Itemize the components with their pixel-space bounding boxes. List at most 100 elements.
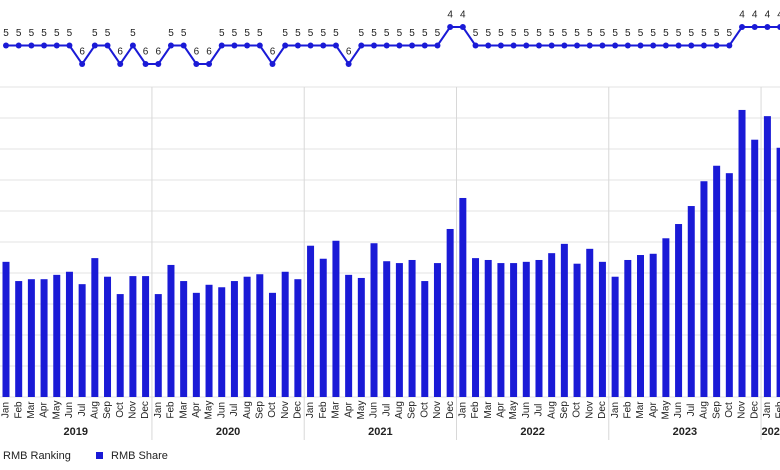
data-label: 6 [270, 47, 276, 58]
bar [2, 261, 10, 397]
x-tick-label: May [51, 401, 62, 420]
x-tick-label: Dec [140, 401, 151, 419]
bar [205, 284, 213, 397]
data-label: 5 [308, 28, 314, 39]
data-label: 5 [638, 28, 644, 39]
x-tick-label: Feb [470, 401, 481, 419]
ranking-dot [726, 42, 733, 49]
bar [751, 139, 759, 397]
x-tick-label: Apr [496, 402, 507, 418]
x-tick-label: Feb [166, 401, 177, 419]
data-label: 5 [181, 28, 187, 39]
ranking-dot [764, 24, 771, 30]
data-label: 4 [752, 10, 758, 21]
data-label: 5 [435, 28, 441, 39]
x-tick-label: May [661, 401, 672, 420]
data-label: 5 [282, 28, 288, 39]
bar [15, 281, 23, 397]
bar [256, 274, 264, 397]
x-tick-label: Sep [254, 401, 265, 419]
x-tick-label: Apr [648, 402, 659, 418]
bar [53, 274, 61, 397]
ranking-dot [739, 24, 746, 30]
x-tick-label: Apr [191, 402, 202, 418]
x-tick-label: Jan [305, 402, 316, 418]
data-label: 5 [574, 28, 580, 39]
bar [484, 259, 492, 397]
data-label: 5 [714, 28, 720, 39]
bar [281, 271, 289, 397]
ranking-dot [675, 42, 682, 49]
bar [738, 109, 746, 397]
x-tick-label: Mar [483, 401, 494, 419]
data-label: 5 [663, 28, 669, 39]
ranking-dot [612, 42, 619, 49]
x-tick-label: May [356, 401, 367, 420]
x-tick-label: Aug [89, 401, 100, 419]
ranking-dot [129, 42, 136, 49]
data-label: 5 [676, 28, 682, 39]
ranking-dot [396, 42, 403, 49]
bar [230, 281, 238, 397]
data-label: 5 [16, 28, 22, 39]
x-tick-label: Apr [39, 402, 50, 418]
bar [268, 292, 276, 397]
x-tick-label: Jan [610, 402, 621, 418]
ranking-dot [523, 42, 530, 49]
ranking-dot [155, 61, 162, 67]
data-label: 5 [320, 28, 326, 39]
data-label: 6 [346, 47, 352, 58]
x-tick-label: Feb [622, 401, 633, 419]
data-label: 5 [384, 28, 390, 39]
ranking-dot [206, 61, 213, 67]
ranking-dot [294, 42, 301, 49]
ranking-dot [332, 42, 339, 49]
data-label: 5 [244, 28, 250, 39]
data-label: 6 [206, 47, 212, 58]
ranking-dot [244, 42, 251, 49]
data-label: 4 [765, 10, 771, 21]
bar [459, 197, 467, 397]
data-label: 4 [460, 10, 466, 21]
data-label: 6 [117, 47, 123, 58]
ranking-dot [180, 42, 187, 49]
ranking-dot [231, 42, 238, 49]
x-tick-label: Aug [546, 401, 557, 419]
ranking-dot [28, 42, 35, 49]
ranking-dot [459, 24, 466, 30]
bar [725, 173, 733, 397]
x-tick-label: Nov [432, 401, 443, 419]
bar [497, 263, 505, 397]
bar [116, 294, 124, 397]
data-label: 5 [3, 28, 9, 39]
bar [687, 206, 695, 397]
x-tick-label: Dec [293, 401, 304, 419]
bar [624, 259, 632, 397]
ranking-dot [345, 61, 352, 67]
year-label: 2019 [64, 426, 88, 438]
ranking-dot [700, 42, 707, 49]
x-tick-label: Aug [699, 401, 710, 419]
ranking-dot [142, 61, 149, 67]
ranking-dot [193, 61, 200, 67]
ranking-dot [371, 42, 378, 49]
data-label: 5 [524, 28, 530, 39]
legend-label: RMB Share [111, 450, 168, 462]
bar [104, 276, 112, 397]
ranking-dot [409, 42, 416, 49]
year-label: 2023 [673, 426, 697, 438]
bar [345, 274, 353, 397]
x-tick-label: Nov [737, 401, 748, 419]
x-tick-label: Sep [407, 401, 418, 419]
ranking-dot [485, 42, 492, 49]
ranking-dot [167, 42, 174, 49]
x-tick-label: Feb [775, 401, 780, 419]
data-label: 5 [612, 28, 618, 39]
bar [370, 243, 378, 397]
x-tick-label: Mar [26, 401, 37, 419]
ranking-dot [751, 24, 758, 30]
bar [154, 294, 162, 397]
x-tick-label: Jan [457, 402, 468, 418]
